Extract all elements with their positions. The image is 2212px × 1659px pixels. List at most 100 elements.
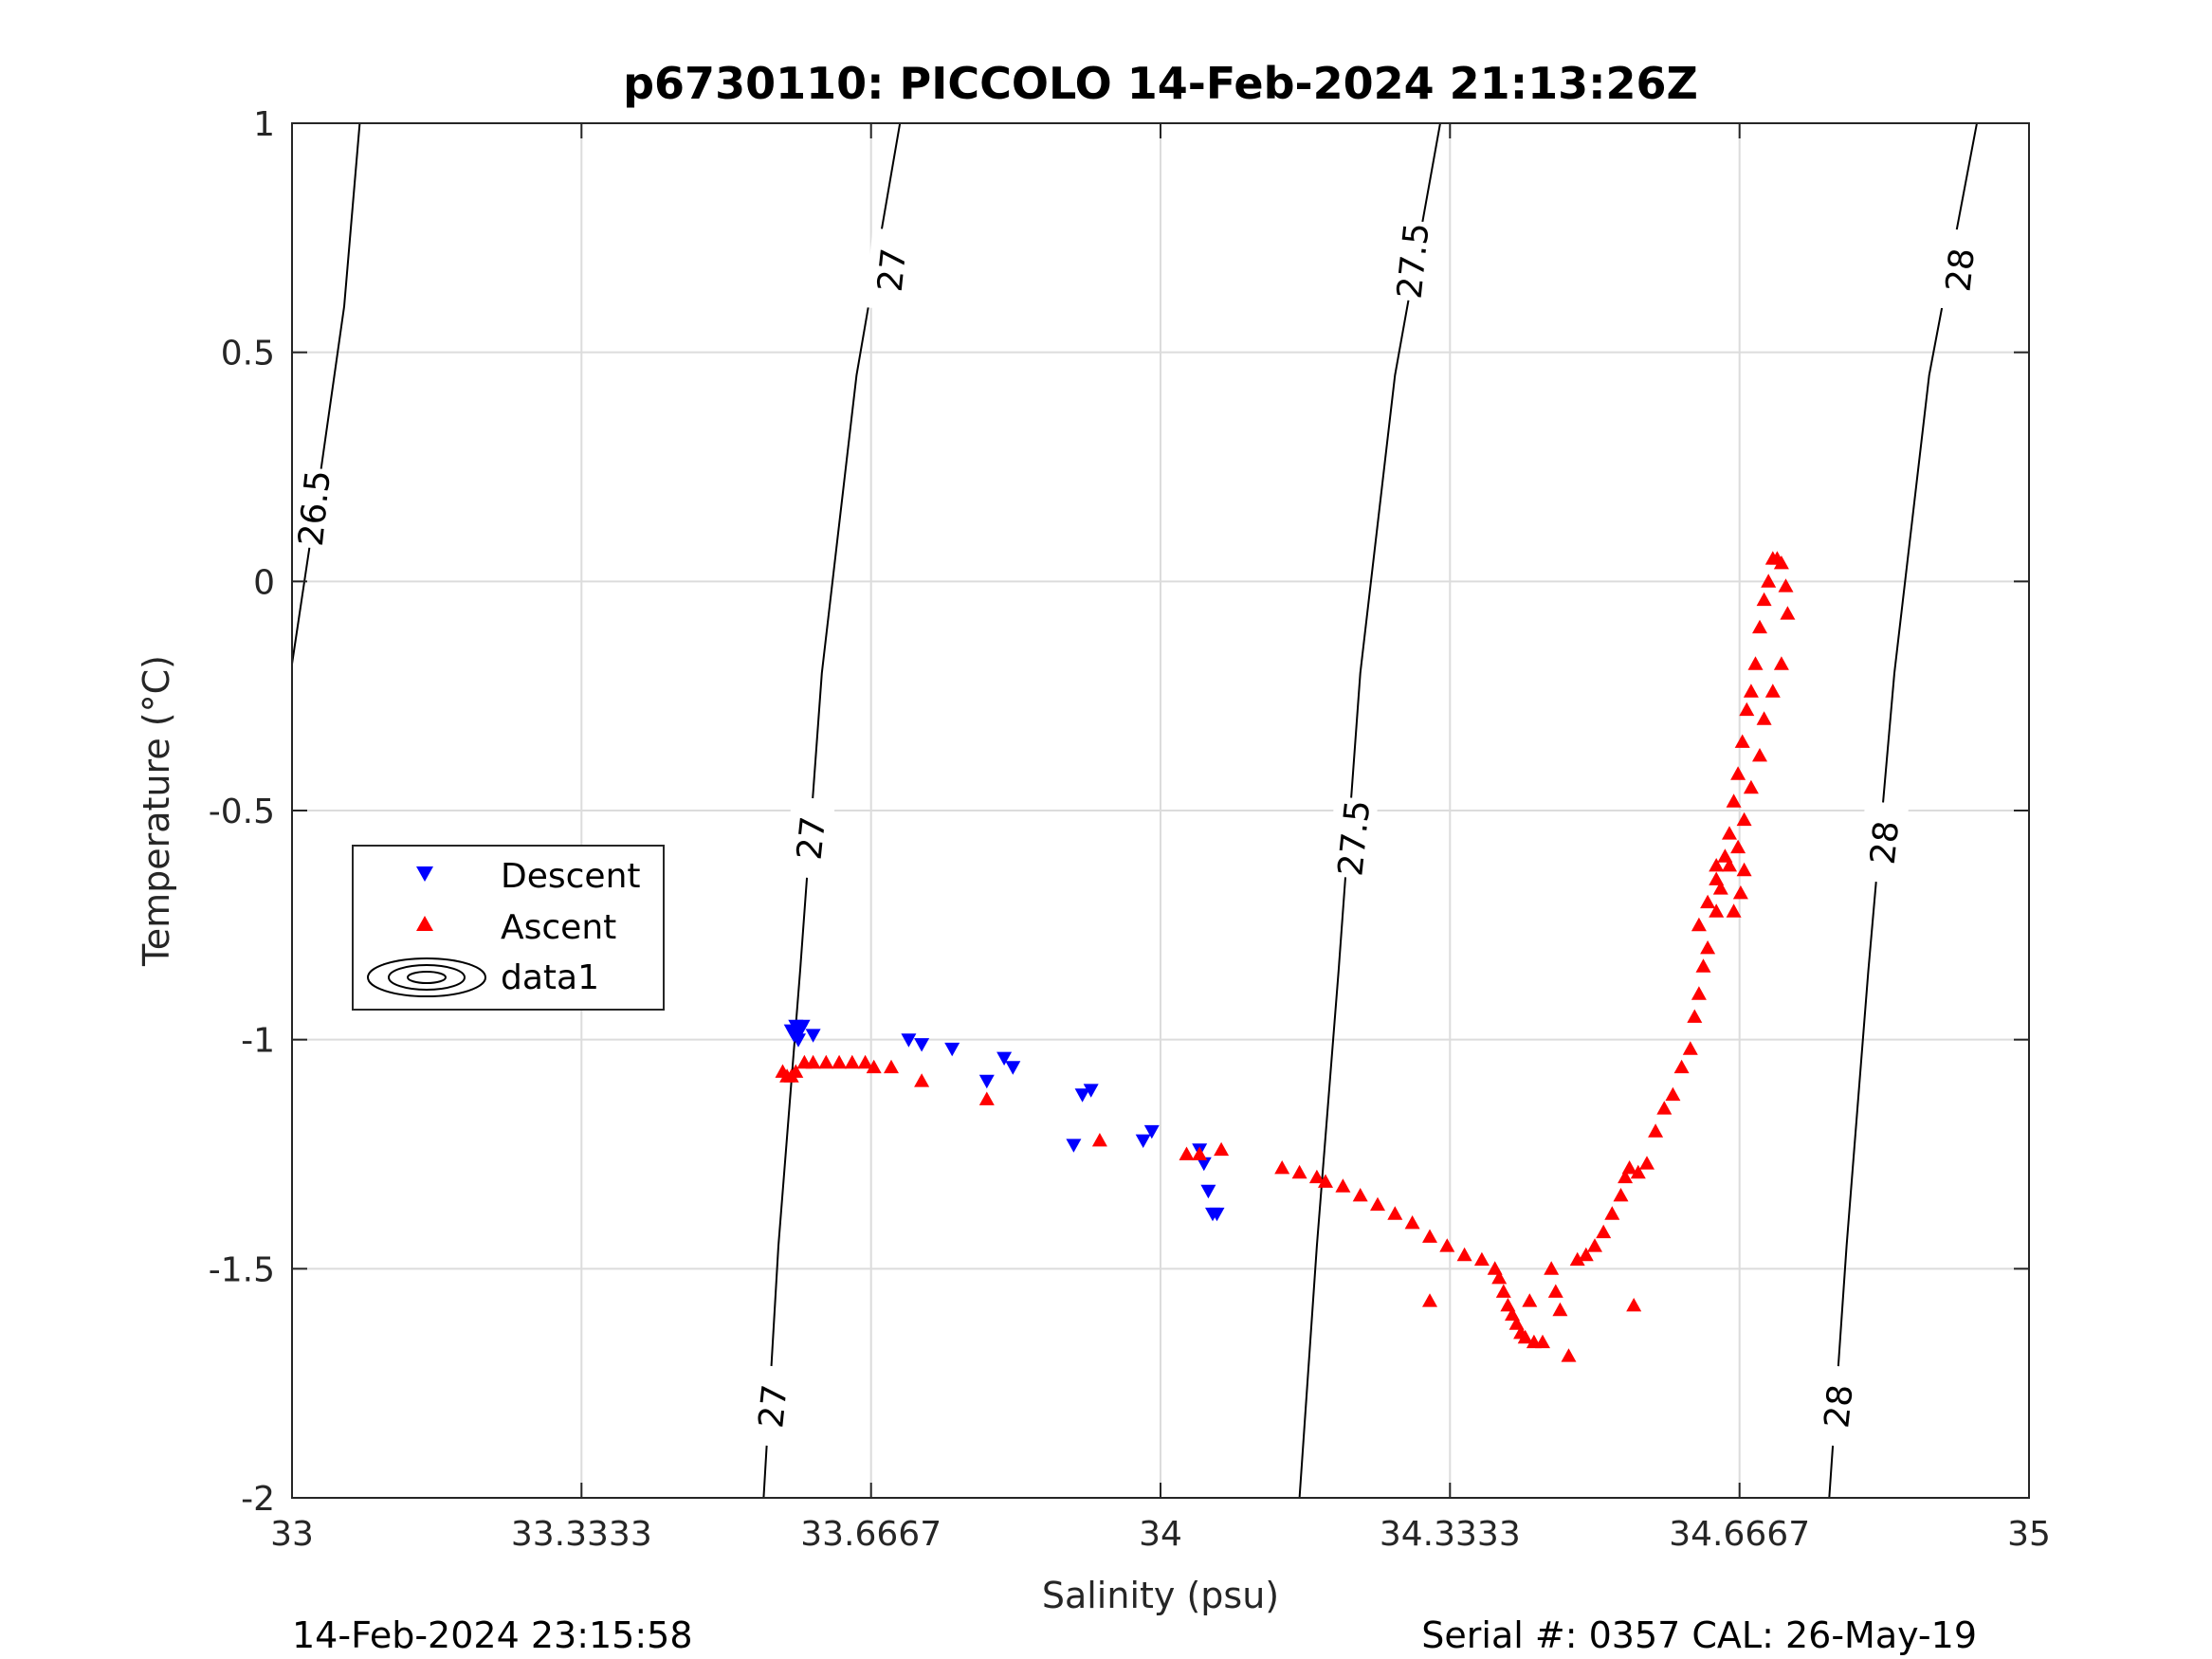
ascent-point — [1726, 903, 1742, 918]
ascent-point — [1439, 1238, 1455, 1252]
isopycnal-label-text: 28 — [1818, 1383, 1861, 1431]
ascent-point — [1456, 1247, 1472, 1262]
isopycnal-label-text: 27 — [752, 1383, 795, 1431]
ascent-point — [1747, 656, 1764, 670]
ascent-point — [914, 1073, 930, 1087]
ascent-point — [844, 1054, 860, 1069]
isopycnal-label-text: 27.5 — [1391, 221, 1437, 301]
ascent-point — [1544, 1261, 1560, 1275]
legend-descent-label: Descent — [501, 857, 641, 896]
ascent-point — [1618, 1169, 1634, 1184]
ascent-point — [1648, 1123, 1664, 1138]
descent-point — [1083, 1084, 1099, 1098]
descent-point — [1066, 1139, 1082, 1153]
descent-point — [914, 1038, 930, 1052]
ascent-point — [1626, 1298, 1642, 1312]
ascent-point — [1552, 1302, 1568, 1317]
y-tick-label: 0.5 — [221, 335, 275, 374]
ascent-point — [1630, 1164, 1646, 1179]
y-tick-label: -0.5 — [209, 793, 275, 831]
ascent-point — [1752, 748, 1767, 762]
ascent-point — [857, 1054, 873, 1069]
ascent-point — [1604, 1206, 1620, 1220]
isopycnal-label-bg — [864, 228, 917, 312]
isopycnal-label: 28 — [1932, 228, 1984, 312]
ascent-point — [1656, 1101, 1673, 1115]
x-tick-label: 33.6667 — [800, 1515, 941, 1554]
ascent-point — [1370, 1196, 1385, 1212]
data-markers — [775, 551, 1796, 1362]
isopycnal-label-text: 28 — [1864, 819, 1908, 866]
ascent-point — [1387, 1206, 1403, 1220]
isopycnal-label-bg — [286, 465, 339, 551]
y-axis-ticks: -2 -1.5 -1 -0.5 0 0.5 1 — [209, 105, 2029, 1519]
ascent-point — [1491, 1270, 1508, 1285]
legend-data1-label: data1 — [501, 958, 599, 997]
ascent-point — [978, 1091, 995, 1105]
isopycnal-label-bg — [1932, 228, 1984, 312]
ascent-point — [1691, 917, 1707, 932]
ascent-point — [1736, 862, 1752, 877]
descent-point — [996, 1051, 1013, 1066]
descent-point — [901, 1033, 917, 1048]
ascent-point — [1756, 592, 1772, 607]
ascent-point — [1709, 903, 1725, 918]
ascent-point — [1214, 1141, 1230, 1157]
descent-point — [805, 1029, 821, 1043]
ascent-point — [1335, 1178, 1351, 1193]
ascent-point — [1587, 1238, 1602, 1252]
legend-descent-marker — [416, 866, 433, 882]
isopycnal-label-bg — [783, 795, 836, 881]
isopycnal-label-bg — [745, 1364, 797, 1449]
ascent-point — [1756, 711, 1772, 725]
ascent-point — [1752, 619, 1767, 634]
y-tick-label: -1.5 — [209, 1250, 275, 1289]
isopycnal-label-text: 28 — [1939, 246, 1983, 294]
x-tick-label: 34 — [1139, 1515, 1182, 1554]
ascent-point — [1422, 1229, 1437, 1243]
chart-title: p6730110: PICCOLO 14-Feb-2024 21:13:26Z — [623, 58, 1698, 109]
isopycnal-label-text: 27 — [871, 246, 915, 294]
y-tick-label: -1 — [241, 1022, 275, 1061]
y-tick-label: 0 — [253, 563, 275, 602]
ascent-point — [1739, 702, 1755, 717]
ascent-point — [1473, 1251, 1490, 1267]
x-tick-label: 34.3333 — [1380, 1515, 1521, 1554]
x-axis-label: Salinity (psu) — [1042, 1575, 1279, 1616]
legend: Descent Ascent data1 — [352, 845, 665, 1011]
ascent-point — [1404, 1215, 1420, 1230]
isopycnal-label-bg — [1326, 795, 1379, 881]
ascent-point — [1736, 811, 1752, 827]
ascent-point — [1578, 1247, 1594, 1262]
isopycnal-26-5 — [292, 123, 361, 665]
isopycnal-label: 27 — [864, 228, 917, 312]
ascent-point — [1700, 894, 1716, 909]
isopycnal-label: 27.5 — [1326, 795, 1379, 881]
isopycnal-label-bg — [1385, 218, 1437, 303]
ascent-point — [1422, 1293, 1437, 1307]
ascent-point — [1192, 1146, 1208, 1160]
ascent-point — [1673, 1059, 1690, 1074]
x-tick-label: 35 — [2007, 1515, 2051, 1554]
ascent-point — [1778, 578, 1794, 592]
descent-point — [791, 1033, 806, 1048]
y-tick-label: -2 — [241, 1480, 275, 1519]
ascent-point — [1734, 734, 1750, 748]
descent-point — [1135, 1134, 1151, 1148]
isopycnal-label: 28 — [1856, 800, 1910, 884]
x-axis-ticks: 33 33.3333 33.6667 34 34.3333 34.6667 35 — [270, 123, 2051, 1554]
legend-contour-icon — [367, 957, 486, 997]
isopycnal-labels: 26.5 27 27 27 27.5 27.5 28 28 28 — [286, 218, 1984, 1449]
y-tick-label: 1 — [253, 105, 275, 144]
isopycnal-label-bg — [1811, 1364, 1863, 1449]
ascent-point — [1613, 1188, 1629, 1202]
ascent-point — [1639, 1156, 1654, 1170]
descent-point — [1200, 1184, 1216, 1199]
isopycnal-label-text: 27.5 — [1331, 798, 1378, 878]
ascent-point — [805, 1054, 821, 1069]
x-tick-label: 34.6667 — [1669, 1515, 1810, 1554]
footer-timestamp: 14-Feb-2024 23:15:58 — [292, 1614, 693, 1656]
ascent-point — [1730, 839, 1746, 854]
ascent-point — [884, 1059, 899, 1074]
